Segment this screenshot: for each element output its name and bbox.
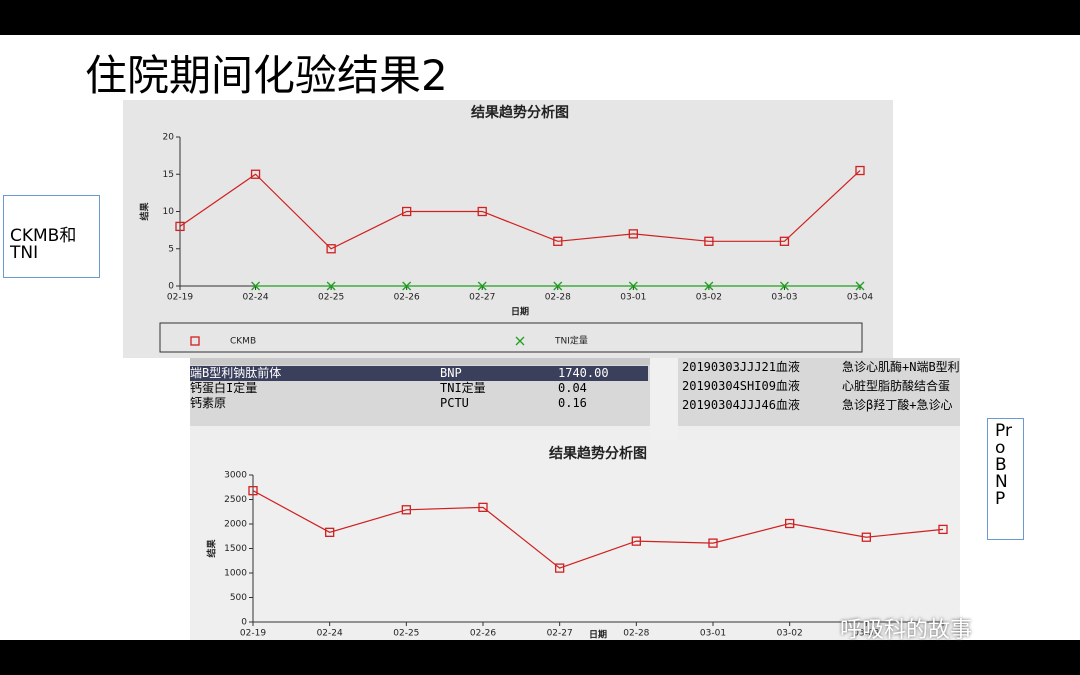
point bbox=[326, 244, 336, 254]
x-tick-label: 02-26 bbox=[470, 629, 496, 639]
x-tick-label: 02-27 bbox=[547, 629, 573, 639]
point bbox=[855, 165, 865, 176]
point bbox=[628, 281, 638, 291]
y-axis-label: 结果 bbox=[206, 539, 218, 558]
x-tick-label: 02-26 bbox=[394, 293, 420, 303]
table-cell: 钙素原 bbox=[190, 396, 227, 410]
y-tick-label: 500 bbox=[230, 593, 247, 603]
table-cell: 20190303JJJ21血液 bbox=[682, 360, 800, 374]
point bbox=[402, 281, 412, 291]
point bbox=[555, 563, 565, 573]
y-tick-label: 1000 bbox=[224, 569, 247, 579]
point bbox=[248, 486, 258, 496]
point bbox=[553, 281, 563, 291]
y-tick-label: 2000 bbox=[224, 520, 247, 530]
point bbox=[402, 206, 412, 217]
table-cell: 急诊心肌酶+N端B型利 bbox=[842, 360, 960, 374]
point bbox=[779, 281, 789, 291]
point bbox=[628, 229, 638, 239]
chart-title: 结果趋势分析图 bbox=[549, 445, 647, 462]
point bbox=[708, 538, 718, 548]
point bbox=[785, 518, 795, 529]
y-tick-label: 1500 bbox=[224, 544, 247, 554]
y-tick-label: 5 bbox=[168, 244, 174, 254]
y-tick-label: 15 bbox=[163, 170, 174, 180]
x-tick-label: 03-01 bbox=[700, 629, 726, 639]
point bbox=[401, 505, 411, 515]
x-tick-label: 02-24 bbox=[317, 629, 343, 639]
point bbox=[477, 206, 487, 217]
y-tick-label: 3000 bbox=[224, 471, 247, 481]
top-bar bbox=[0, 0, 1080, 35]
point bbox=[251, 281, 261, 291]
side-label: ProBNP bbox=[987, 418, 1024, 540]
legend-label: CKMB bbox=[230, 337, 256, 347]
slide-title: 住院期间化验结果2 bbox=[85, 51, 448, 100]
point bbox=[704, 281, 714, 291]
side-label: CKMB和TNI bbox=[3, 195, 100, 278]
point bbox=[175, 221, 185, 232]
table-cell: 20190304SHI09血液 bbox=[682, 379, 800, 393]
table-cell: TNI定量 bbox=[440, 381, 486, 395]
point bbox=[553, 236, 563, 246]
point bbox=[779, 236, 790, 246]
y-tick-label: 2500 bbox=[224, 495, 247, 505]
chart-title: 结果趋势分析图 bbox=[471, 104, 569, 121]
y-tick-label: 20 bbox=[163, 133, 175, 143]
chart: 结果趋势分析图 0 500 1000 1500 2000 2500 3000 02-19 02-2… bbox=[190, 440, 960, 640]
point bbox=[190, 336, 200, 346]
table-cell: 0.16 bbox=[558, 396, 587, 410]
legend-label: TNI定量 bbox=[554, 335, 588, 347]
table-cell: PCTU bbox=[440, 396, 469, 410]
watermark: 呼吸科的故事 bbox=[840, 618, 973, 643]
point bbox=[325, 527, 335, 537]
table: 端B型利钠肽前体 BNP 1740.00 钙蛋白I定量 TNI定量 0.04 钙素原 PCTU… bbox=[190, 358, 960, 440]
bottom-bar bbox=[0, 640, 1080, 675]
x-tick-label: 02-25 bbox=[393, 629, 419, 639]
x-tick-label: 02-25 bbox=[318, 293, 344, 303]
y-tick-label: 0 bbox=[168, 282, 174, 292]
x-tick-label: 03-04 bbox=[847, 293, 873, 303]
table-cell: 心脏型脂肪酸结合蛋 bbox=[842, 379, 951, 393]
series-line bbox=[179, 170, 861, 250]
y-tick-label: 0 bbox=[241, 618, 247, 628]
table-cell: 1740.00 bbox=[558, 366, 609, 381]
table-cell: 急诊β羟丁酸+急诊心 bbox=[842, 398, 953, 412]
y-tick-label: 10 bbox=[163, 207, 175, 217]
point bbox=[477, 281, 487, 291]
x-tick-label: 03-01 bbox=[620, 293, 646, 303]
point bbox=[704, 236, 714, 246]
series-line bbox=[252, 490, 944, 569]
x-axis-label: 日期 bbox=[511, 306, 529, 318]
x-tick-label: 03-03 bbox=[853, 629, 879, 639]
point bbox=[861, 532, 871, 542]
legend bbox=[159, 322, 863, 353]
x-tick-label: 02-19 bbox=[240, 629, 266, 639]
point bbox=[326, 281, 336, 291]
x-tick-label: 03-02 bbox=[696, 293, 722, 303]
x-tick-label: 02-27 bbox=[469, 293, 495, 303]
point bbox=[855, 281, 865, 291]
x-tick-label: 02-28 bbox=[545, 293, 571, 303]
table-cell: 端B型利钠肽前体 bbox=[190, 366, 282, 381]
point bbox=[250, 169, 261, 179]
point bbox=[478, 502, 488, 512]
x-tick-label: 02-24 bbox=[242, 293, 268, 303]
x-tick-label: 03-03 bbox=[771, 293, 797, 303]
point bbox=[938, 524, 948, 535]
y-axis-label: 结果 bbox=[139, 202, 151, 221]
chart: 结果趋势分析图 0 5 10 15 20 02-19 02-24 02-25 02-26 02-27… bbox=[123, 100, 893, 358]
x-axis-label: 日期 bbox=[589, 629, 607, 641]
x-tick-label: 03-02 bbox=[777, 629, 803, 639]
point bbox=[631, 536, 641, 546]
point bbox=[515, 336, 525, 346]
table-cell: 20190304JJJ46血液 bbox=[682, 398, 800, 412]
table-cell: 0.04 bbox=[558, 381, 587, 395]
x-tick-label: 02-28 bbox=[623, 629, 649, 639]
table-cell: 钙蛋白I定量 bbox=[190, 381, 258, 395]
x-tick-label: 02-19 bbox=[167, 293, 193, 303]
table-cell: BNP bbox=[440, 366, 462, 381]
